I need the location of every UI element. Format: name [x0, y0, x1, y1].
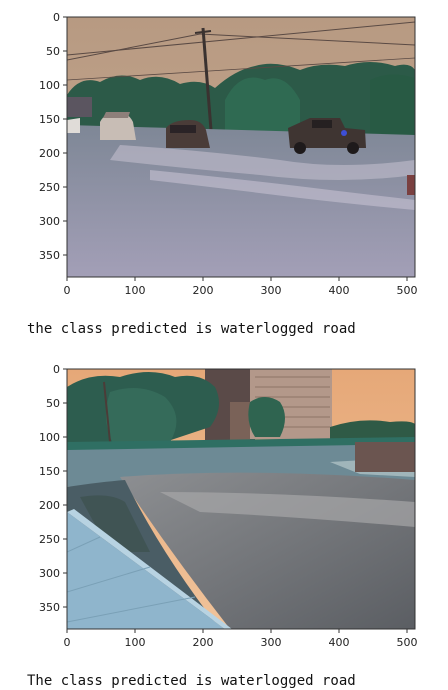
xtick-label: 400	[329, 636, 350, 649]
plot-2-svg: 0 50 100 150 200 250 300 350 0 100 200 3…	[39, 363, 418, 649]
flood-photo-1	[67, 17, 415, 277]
xtick-label: 300	[261, 636, 282, 649]
xtick-label: 500	[397, 284, 418, 297]
prediction-caption-1: the class predicted is waterlogged road	[27, 321, 356, 337]
ytick-label: 200	[39, 147, 60, 160]
ytick-label: 250	[39, 533, 60, 546]
xtick-label: 200	[193, 284, 214, 297]
xtick-label: 0	[64, 636, 71, 649]
image-plot-2: 0 50 100 150 200 250 300 350 0 100 200 3…	[0, 352, 448, 657]
flood-photo-2	[67, 369, 415, 629]
xaxis-1: 0 100 200 300 400 500	[64, 277, 418, 297]
yaxis-2: 0 50 100 150 200 250 300 350	[39, 363, 67, 614]
ytick-label: 350	[39, 601, 60, 614]
ytick-label: 50	[46, 45, 60, 58]
ytick-label: 100	[39, 79, 60, 92]
xtick-label: 100	[125, 284, 146, 297]
ytick-label: 300	[39, 215, 60, 228]
ytick-label: 350	[39, 249, 60, 262]
xtick-label: 300	[261, 284, 282, 297]
yaxis-1: 0 50 100 150 200 250 300 350	[39, 11, 67, 262]
xtick-label: 200	[193, 636, 214, 649]
plot-1-svg: 0 50 100 150 200 250 300 350 0 100 200 3…	[39, 11, 418, 297]
xtick-label: 500	[397, 636, 418, 649]
ytick-label: 50	[46, 397, 60, 410]
axes-frame-1	[66, 16, 416, 278]
xtick-label: 0	[64, 284, 71, 297]
ytick-label: 0	[53, 363, 60, 376]
image-plot-1: 0 50 100 150 200 250 300 350 0 100 200 3…	[0, 0, 448, 305]
ytick-label: 200	[39, 499, 60, 512]
ytick-label: 0	[53, 11, 60, 24]
xaxis-2: 0 100 200 300 400 500	[64, 629, 418, 649]
ytick-label: 150	[39, 465, 60, 478]
xtick-label: 100	[125, 636, 146, 649]
ytick-label: 150	[39, 113, 60, 126]
axes-frame-2	[66, 368, 416, 630]
xtick-label: 400	[329, 284, 350, 297]
ytick-label: 300	[39, 567, 60, 580]
ytick-label: 250	[39, 181, 60, 194]
prediction-caption-2: The class predicted is waterlogged road	[27, 673, 356, 689]
ytick-label: 100	[39, 431, 60, 444]
